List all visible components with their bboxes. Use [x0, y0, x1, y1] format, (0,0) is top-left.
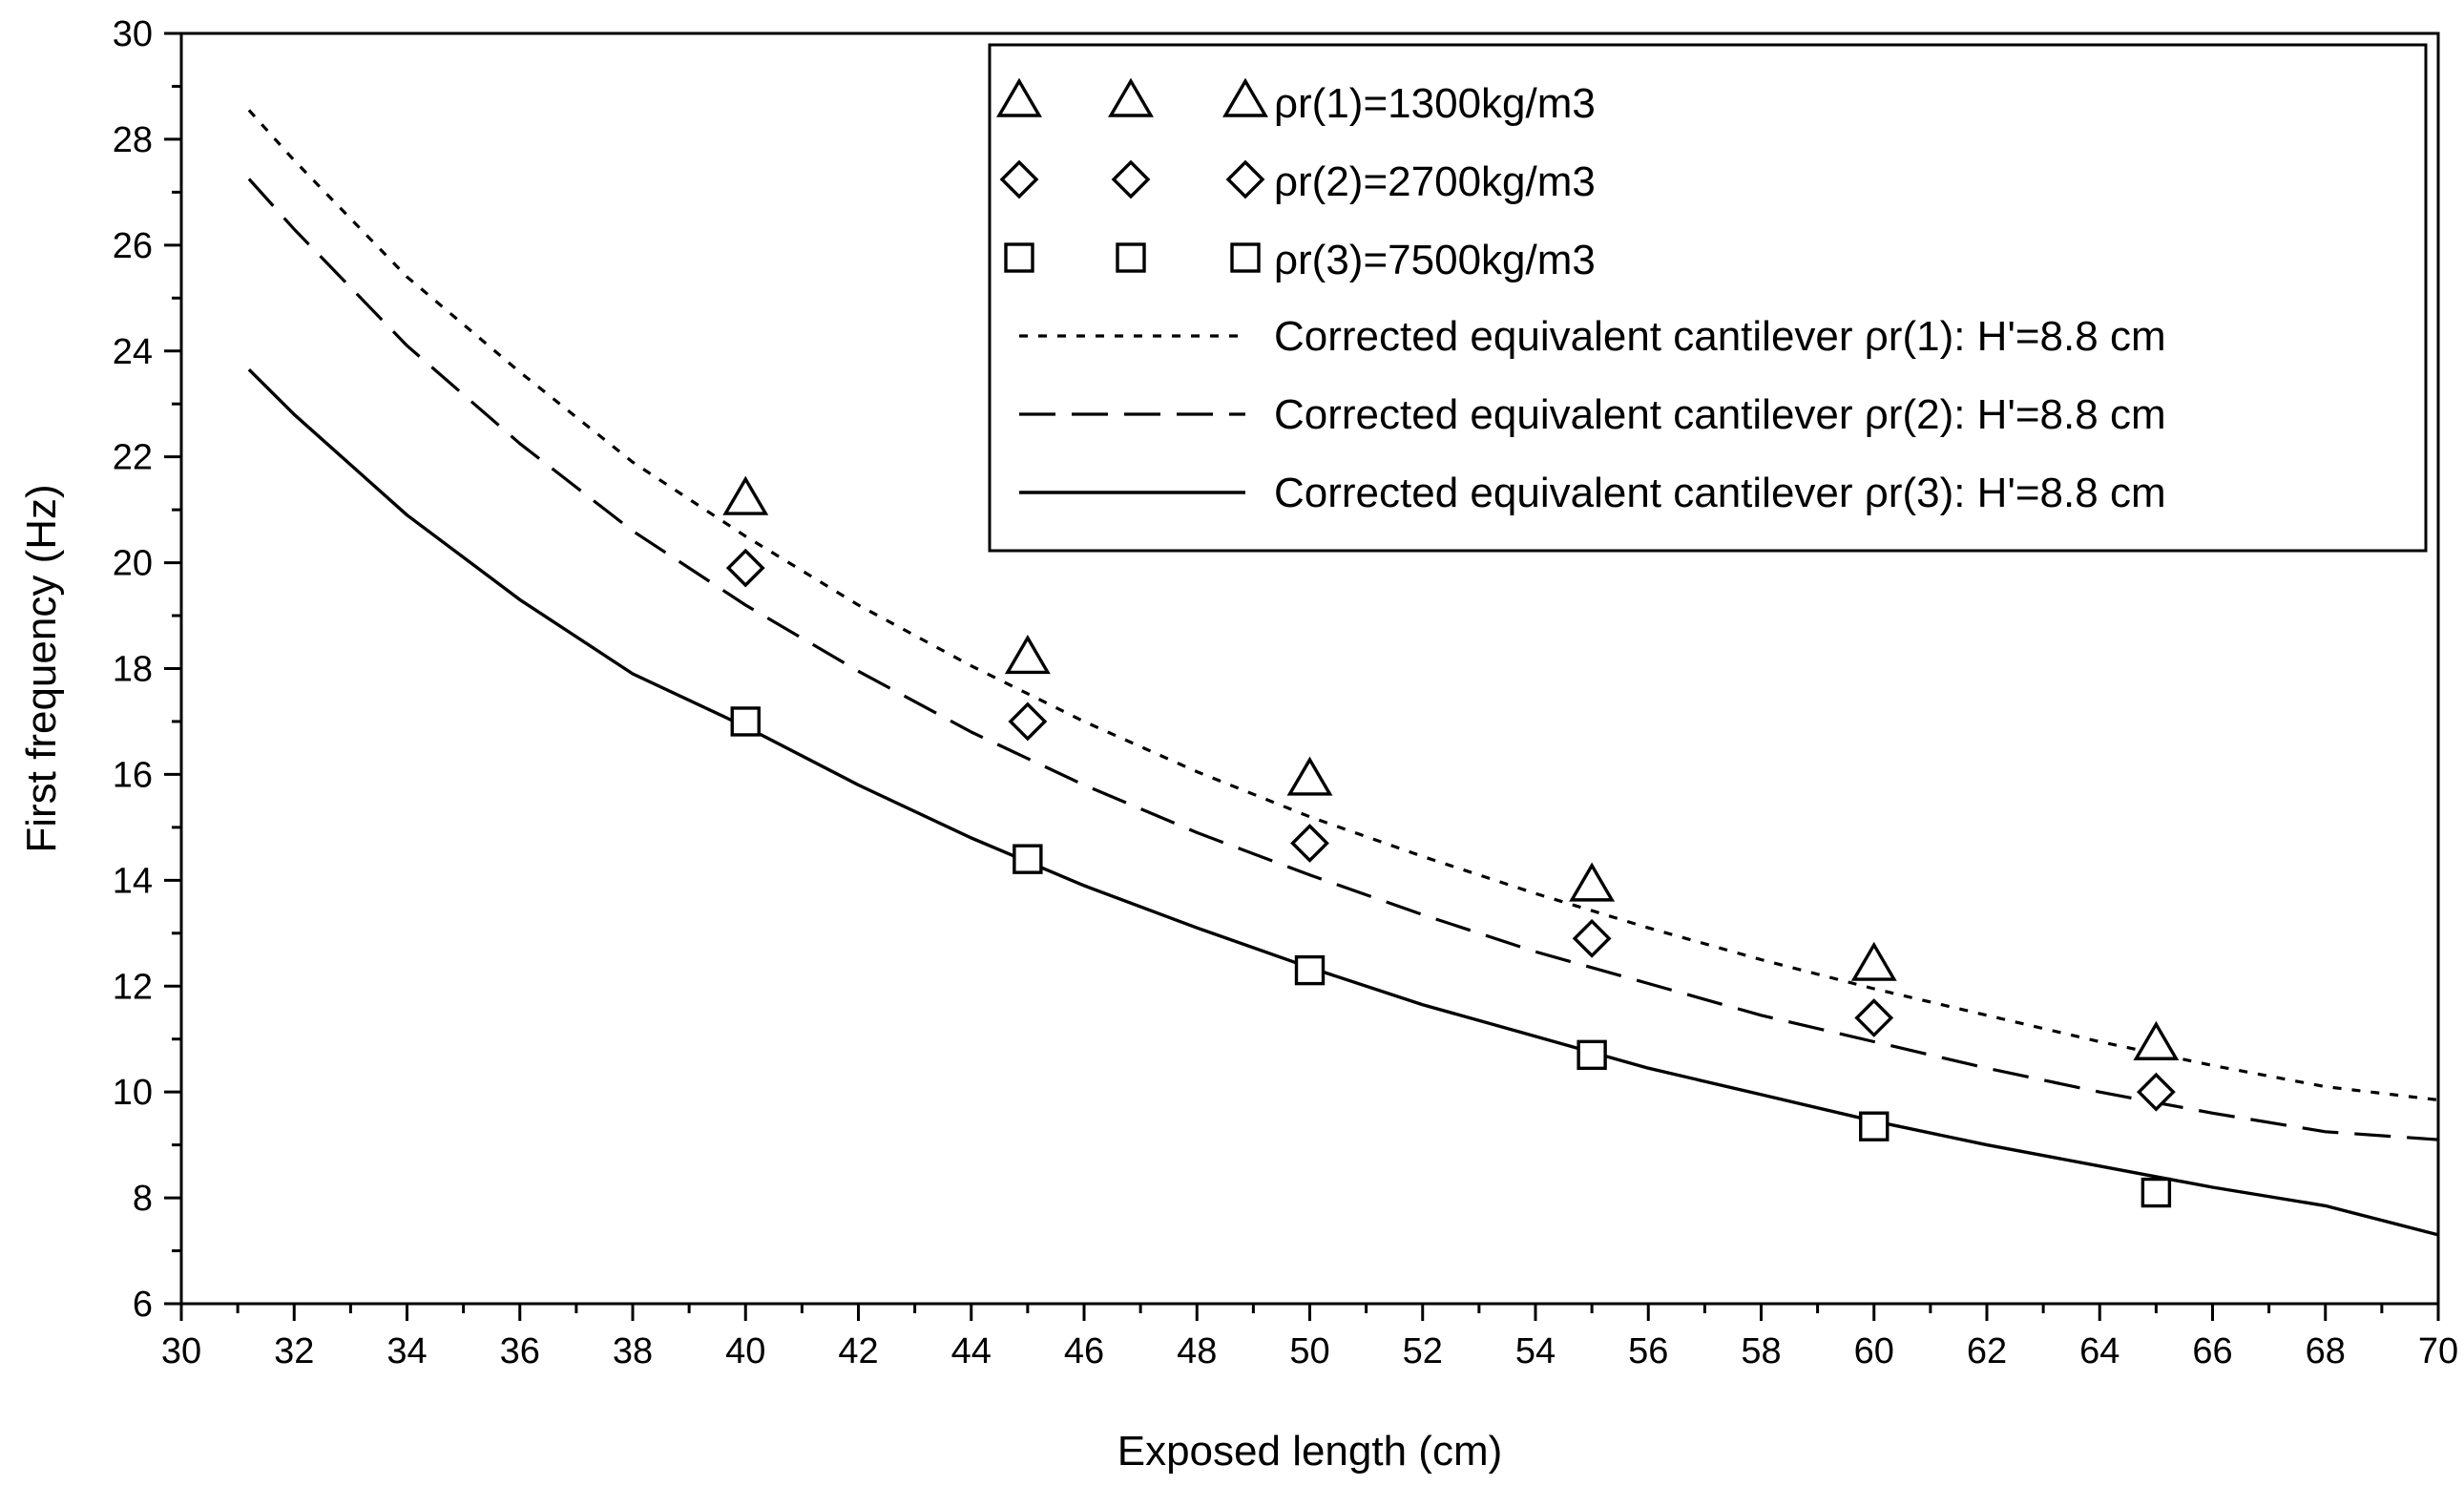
x-tick-label: 46: [1064, 1331, 1104, 1371]
x-tick-label: 54: [1515, 1331, 1556, 1371]
y-tick-label: 12: [113, 967, 153, 1007]
legend-label: Corrected equivalent cantilever ρr(1): H…: [1274, 313, 2166, 360]
y-tick-label: 20: [113, 544, 153, 584]
data-point-diamond-series-2: [1854, 998, 1894, 1037]
legend-entry-4: Corrected equivalent cantilever ρr(1): H…: [1019, 313, 2166, 360]
y-axis-label: First frequency (Hz): [18, 484, 65, 852]
x-tick-label: 62: [1967, 1331, 2007, 1371]
legend-diamond-icon: [1225, 159, 1265, 199]
y-tick-label: 26: [113, 226, 153, 266]
legend-entry-1: ρr(1)=1300kg/m3: [996, 77, 1596, 127]
y-tick-label: 18: [113, 650, 153, 690]
legend-square-icon: [1116, 242, 1146, 273]
x-tick-label: 68: [2306, 1331, 2346, 1371]
legend-square-icon: [1004, 242, 1034, 273]
legend-label: Corrected equivalent cantilever ρr(3): H…: [1274, 470, 2166, 516]
legend-label: ρr(1)=1300kg/m3: [1274, 80, 1596, 127]
legend-entry-3: ρr(3)=7500kg/m3: [1004, 237, 1596, 283]
data-point-diamond-series-2: [725, 548, 765, 588]
y-tick-label: 16: [113, 755, 153, 795]
y-tick-label: 24: [113, 332, 153, 372]
x-tick-label: 50: [1289, 1331, 1329, 1371]
data-point-triangle-series-1: [722, 475, 769, 515]
legend-diamond-icon: [999, 159, 1039, 199]
x-tick-label: 56: [1628, 1331, 1668, 1371]
x-axis-ticks: 30 32 34 36 38 40 42 44 46 48 50 52 54 56 58 60 62 64 66 68…: [161, 1304, 2458, 1371]
x-tick-label: 32: [274, 1331, 314, 1371]
y-tick-label: 6: [133, 1285, 153, 1325]
legend-entry-2: ρr(2)=2700kg/m3: [999, 158, 1596, 205]
legend-entry-6: Corrected equivalent cantilever ρr(3): H…: [1019, 470, 2166, 516]
legend-label: ρr(2)=2700kg/m3: [1274, 158, 1596, 205]
data-point-triangle-series-1: [1004, 635, 1051, 675]
data-point-square-series-3: [1013, 844, 1043, 874]
y-tick-label: 8: [133, 1179, 153, 1219]
data-point-diamond-series-2: [2136, 1072, 2176, 1112]
y-tick-label: 10: [113, 1073, 153, 1113]
x-tick-label: 30: [161, 1331, 201, 1371]
legend-triangle-icon: [1108, 77, 1154, 117]
x-tick-label: 58: [1741, 1331, 1781, 1371]
x-tick-label: 36: [500, 1331, 540, 1371]
curve-series-1: [247, 109, 2439, 1102]
legend-triangle-icon: [1222, 77, 1268, 117]
x-tick-label: 42: [838, 1331, 878, 1371]
data-point-triangle-series-1: [1569, 862, 1616, 902]
data-point-diamond-series-2: [1572, 918, 1612, 958]
markers-layer: [722, 475, 2180, 1208]
y-tick-label: 14: [113, 861, 153, 901]
legend-items: ρr(1)=1300kg/m3 ρr(2)=2700kg/m3 ρr(3)=7500…: [996, 77, 2166, 516]
data-point-square-series-3: [730, 706, 761, 737]
x-tick-label: 44: [951, 1331, 992, 1371]
x-axis-label: Exposed length (cm): [1117, 1428, 1503, 1475]
legend: ρr(1)=1300kg/m3 ρr(2)=2700kg/m3 ρr(3)=7500…: [988, 43, 2428, 553]
curve-series-2: [247, 178, 2439, 1141]
data-point-diamond-series-2: [1290, 824, 1329, 863]
data-point-triangle-series-1: [1286, 756, 1333, 796]
x-tick-label: 52: [1403, 1331, 1443, 1371]
legend-entry-5: Corrected equivalent cantilever ρr(2): H…: [1019, 391, 2166, 438]
data-point-triangle-series-1: [2133, 1020, 2180, 1060]
data-point-square-series-3: [1577, 1039, 1607, 1071]
y-axis-ticks: 6 8 10 12 14 16 18 20 22 24 26 28 30: [113, 14, 181, 1325]
legend-diamond-icon: [1111, 159, 1151, 199]
data-point-diamond-series-2: [1008, 701, 1048, 742]
x-tick-label: 70: [2418, 1331, 2458, 1371]
legend-label: Corrected equivalent cantilever ρr(2): H…: [1274, 391, 2166, 438]
legend-box: [988, 43, 2428, 553]
x-tick-label: 64: [2079, 1331, 2119, 1371]
data-point-square-series-3: [1859, 1111, 1890, 1141]
legend-triangle-icon: [996, 77, 1042, 117]
data-point-triangle-series-1: [1850, 941, 1897, 981]
legend-square-icon: [1230, 242, 1261, 273]
x-tick-label: 60: [1854, 1331, 1894, 1371]
y-tick-label: 22: [113, 438, 153, 478]
x-tick-label: 38: [613, 1331, 653, 1371]
data-point-square-series-3: [2140, 1177, 2172, 1208]
data-point-square-series-3: [1294, 954, 1326, 986]
y-tick-label: 28: [113, 120, 153, 160]
y-tick-label: 30: [113, 14, 153, 54]
x-tick-label: 34: [386, 1331, 427, 1371]
x-tick-label: 66: [2192, 1331, 2232, 1371]
legend-label: ρr(3)=7500kg/m3: [1274, 237, 1596, 283]
x-tick-label: 40: [725, 1331, 765, 1371]
x-tick-label: 48: [1177, 1331, 1217, 1371]
